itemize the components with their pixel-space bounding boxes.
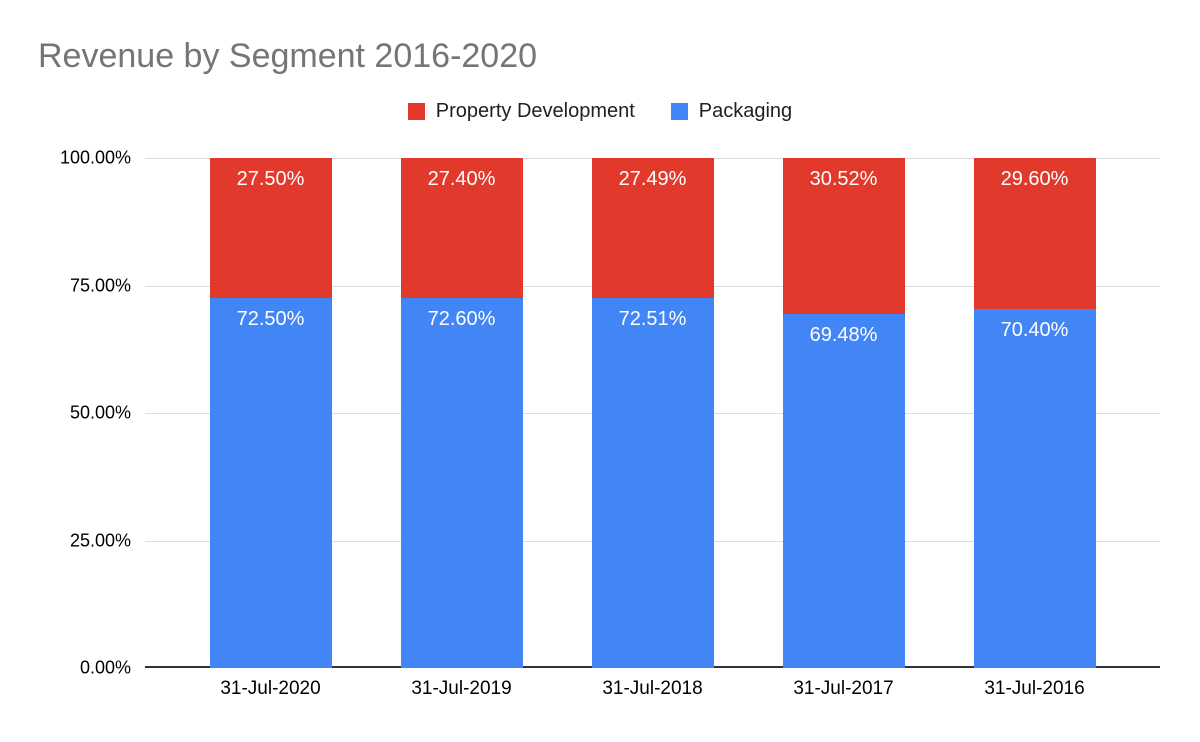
data-label-property-development-31-jul-2020: 27.50% — [236, 168, 305, 190]
bars-layer: 27.50% 72.50% 27.40% 72.60% 27.49% 72.51% 30.5… — [175, 158, 1130, 668]
bar-group-31-jul-2018: 27.49% 72.51% — [557, 158, 748, 668]
data-label-packaging-31-jul-2018: 72.51% — [618, 308, 687, 331]
segment-property-development-31-jul-2020[interactable]: 27.50% — [209, 158, 332, 299]
data-label-packaging-31-jul-2019: 72.60% — [427, 307, 496, 330]
bar-group-31-jul-2016: 29.60% 70.40% — [939, 158, 1130, 668]
data-label-packaging-31-jul-2020: 72.50% — [236, 308, 305, 331]
bar-group-31-jul-2019: 27.40% 72.60% — [366, 158, 557, 668]
segment-property-development-31-jul-2016[interactable]: 29.60% — [973, 158, 1096, 309]
x-tick-label-31-jul-2016: 31-Jul-2016 — [984, 678, 1085, 699]
stacked-bar-31-jul-2020: 27.50% 72.50% — [209, 158, 332, 668]
y-tick-label-25: 25.00% — [69, 530, 131, 550]
data-label-property-development-31-jul-2018: 27.49% — [618, 168, 687, 190]
legend-label: Packaging — [698, 100, 793, 122]
x-tick-label-31-jul-2018: 31-Jul-2018 — [602, 678, 703, 699]
bar-group-31-jul-2017: 30.52% 69.48% — [748, 158, 939, 668]
stacked-bar-31-jul-2016: 29.60% 70.40% — [973, 158, 1096, 668]
stacked-bar-31-jul-2019: 27.40% 72.60% — [400, 158, 523, 668]
legend-swatch-icon — [670, 103, 688, 120]
segment-property-development-31-jul-2018[interactable]: 27.49% — [591, 158, 714, 299]
chart-legend: Property Development Packaging — [0, 100, 1200, 123]
legend-item-property-development[interactable]: Property Development — [407, 100, 635, 123]
y-tick-label-75: 75.00% — [69, 275, 131, 295]
y-tick-label-50: 50.00% — [69, 402, 131, 423]
y-tick-label-100: 100.00% — [59, 147, 131, 168]
stacked-bar-31-jul-2017: 30.52% 69.48% — [782, 158, 905, 668]
x-axis-labels: 31-Jul-2020 31-Jul-2019 31-Jul-2018 31-Jul-… — [175, 678, 1130, 700]
legend-label: Property Development — [435, 100, 635, 122]
segment-packaging-31-jul-2016[interactable]: 70.40% — [973, 308, 1096, 668]
data-label-property-development-31-jul-2017: 30.52% — [809, 168, 878, 190]
x-tick-label-31-jul-2020: 31-Jul-2020 — [220, 678, 321, 699]
segment-property-development-31-jul-2017[interactable]: 30.52% — [782, 158, 905, 314]
x-tick-label-31-jul-2017: 31-Jul-2017 — [793, 678, 894, 699]
segment-property-development-31-jul-2019[interactable]: 27.40% — [400, 158, 523, 298]
segment-packaging-31-jul-2019[interactable]: 72.60% — [400, 297, 523, 668]
segment-packaging-31-jul-2017[interactable]: 69.48% — [782, 313, 905, 668]
plot-area: 100.00% 75.00% 50.00% 25.00% 0.00% 27.50% 72.… — [60, 148, 1160, 678]
segment-packaging-31-jul-2018[interactable]: 72.51% — [591, 298, 714, 668]
data-label-property-development-31-jul-2016: 29.60% — [1000, 168, 1069, 190]
segment-packaging-31-jul-2020[interactable]: 72.50% — [209, 298, 332, 668]
data-label-packaging-31-jul-2017: 69.48% — [809, 323, 878, 346]
data-label-property-development-31-jul-2019: 27.40% — [427, 168, 496, 190]
bar-group-31-jul-2020: 27.50% 72.50% — [175, 158, 366, 668]
data-label-packaging-31-jul-2016: 70.40% — [1000, 318, 1069, 341]
chart-title: Revenue by Segment 2016-2020 — [38, 37, 538, 75]
y-tick-label-0: 0.00% — [79, 657, 131, 678]
x-tick-label-31-jul-2019: 31-Jul-2019 — [411, 678, 512, 699]
stacked-bar-31-jul-2018: 27.49% 72.51% — [591, 158, 714, 668]
legend-item-packaging[interactable]: Packaging — [670, 100, 793, 123]
legend-swatch-icon — [407, 103, 425, 120]
